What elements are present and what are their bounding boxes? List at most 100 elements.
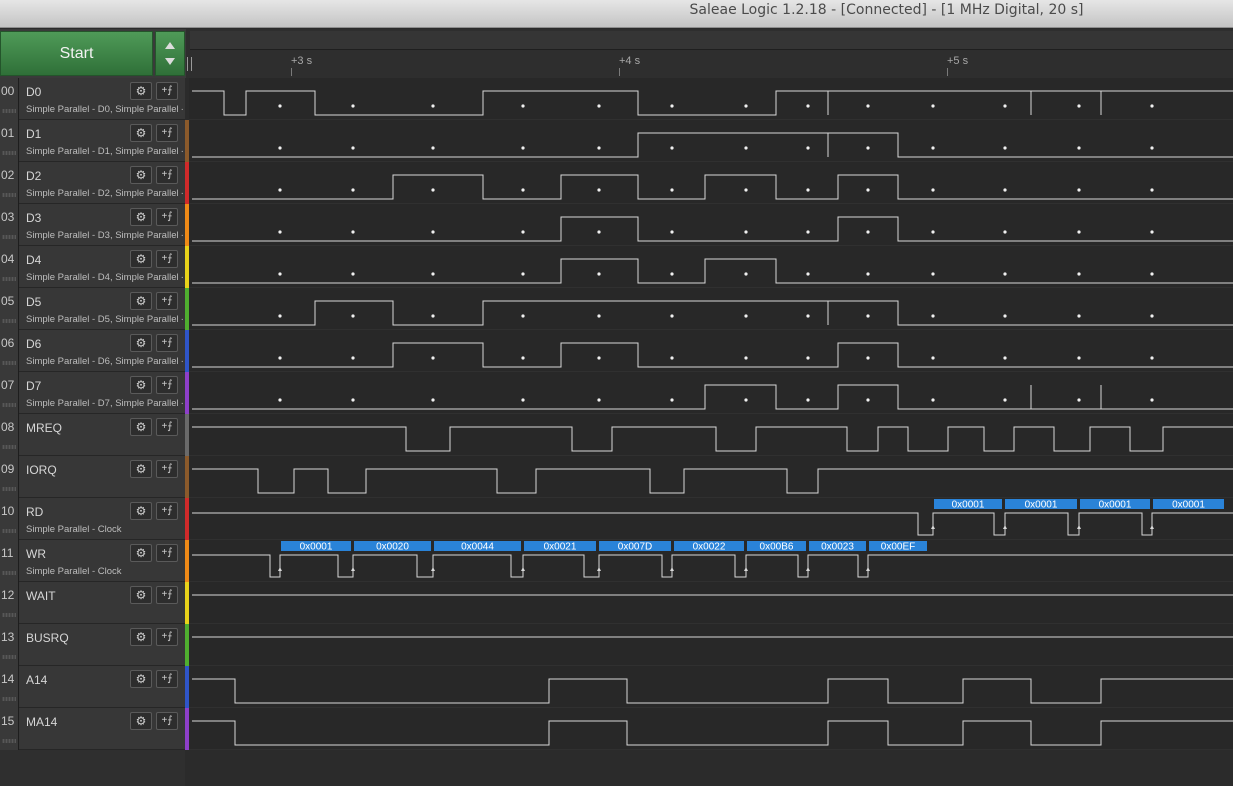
channel-label-cell[interactable]: D2 Simple Parallel - D2, Simple Parallel… <box>19 162 185 204</box>
channel-number-cell[interactable]: 01 <box>0 120 19 162</box>
trigger-icon[interactable]: +⨍ <box>156 712 178 730</box>
drag-handle-icon[interactable] <box>2 571 16 575</box>
trigger-icon[interactable]: +⨍ <box>156 292 178 310</box>
drag-handle-icon[interactable] <box>2 361 16 365</box>
trigger-icon[interactable]: +⨍ <box>156 670 178 688</box>
trigger-icon[interactable]: +⨍ <box>156 250 178 268</box>
decode-bubble[interactable]: 0x007D <box>599 541 671 553</box>
channel-name[interactable]: WAIT <box>26 589 56 603</box>
channel-number-cell[interactable]: 08 <box>0 414 19 456</box>
channel-number-cell[interactable]: 06 <box>0 330 19 372</box>
channel-name[interactable]: D7 <box>26 379 42 393</box>
channel-label-cell[interactable]: RD Simple Parallel - Clock ⚙ +⨍ <box>19 498 185 540</box>
channel-number-cell[interactable]: 15 <box>0 708 19 750</box>
gear-icon[interactable]: ⚙ <box>130 292 152 310</box>
channel-label-cell[interactable]: WAIT ⚙ +⨍ <box>19 582 185 624</box>
gear-icon[interactable]: ⚙ <box>130 208 152 226</box>
time-ruler[interactable]: +3 s +4 s +5 s <box>186 29 1233 79</box>
waveform-area[interactable] <box>189 414 1233 456</box>
trigger-icon[interactable]: +⨍ <box>156 418 178 436</box>
drag-handle-icon[interactable] <box>2 277 16 281</box>
trigger-icon[interactable]: +⨍ <box>156 628 178 646</box>
channel-name[interactable]: D0 <box>26 85 42 99</box>
trigger-icon[interactable]: +⨍ <box>156 166 178 184</box>
channel-number-cell[interactable]: 03 <box>0 204 19 246</box>
channel-name[interactable]: MREQ <box>26 421 62 435</box>
drag-handle-icon[interactable] <box>2 697 16 701</box>
gear-icon[interactable]: ⚙ <box>130 334 152 352</box>
channel-number-cell[interactable]: 04 <box>0 246 19 288</box>
channel-number-cell[interactable]: 10 <box>0 498 19 540</box>
channel-name[interactable]: A14 <box>26 673 48 687</box>
channel-number-cell[interactable]: 13 <box>0 624 19 666</box>
decode-bubble[interactable]: 0x00EF <box>869 541 927 553</box>
waveform-area[interactable] <box>189 708 1233 750</box>
waveform-area[interactable] <box>189 204 1233 246</box>
channel-number-cell[interactable]: 00 <box>0 78 19 120</box>
channel-label-cell[interactable]: MA14 ⚙ +⨍ <box>19 708 185 750</box>
channel-name[interactable]: D2 <box>26 169 42 183</box>
waveform-area[interactable] <box>189 78 1233 120</box>
channel-name[interactable]: D1 <box>26 127 42 141</box>
waveform-area[interactable] <box>189 666 1233 708</box>
channel-number-cell[interactable]: 02 <box>0 162 19 204</box>
decode-bubble[interactable]: 0x0044 <box>434 541 521 553</box>
trigger-icon[interactable]: +⨍ <box>156 124 178 142</box>
drag-handle-icon[interactable] <box>2 403 16 407</box>
drag-handle-icon[interactable] <box>2 151 16 155</box>
channel-label-cell[interactable]: D6 Simple Parallel - D6, Simple Parallel… <box>19 330 185 372</box>
drag-handle-icon[interactable] <box>2 235 16 239</box>
channel-number-cell[interactable]: 12 <box>0 582 19 624</box>
decode-bubble[interactable]: 0x0021 <box>524 541 596 553</box>
gear-icon[interactable]: ⚙ <box>130 628 152 646</box>
gear-icon[interactable]: ⚙ <box>130 670 152 688</box>
channel-label-cell[interactable]: D3 Simple Parallel - D3, Simple Parallel… <box>19 204 185 246</box>
gear-icon[interactable]: ⚙ <box>130 82 152 100</box>
trigger-icon[interactable]: +⨍ <box>156 376 178 394</box>
channel-label-cell[interactable]: WR Simple Parallel - Clock ⚙ +⨍ <box>19 540 185 582</box>
decode-bubble[interactable]: 0x0001 <box>1005 499 1077 511</box>
waveform-area[interactable] <box>189 120 1233 162</box>
channel-number-cell[interactable]: 14 <box>0 666 19 708</box>
waveform-area[interactable] <box>189 624 1233 666</box>
decode-bubble[interactable]: 0x0020 <box>354 541 431 553</box>
decode-bubble[interactable]: 0x0001 <box>281 541 351 553</box>
drag-handle-icon[interactable] <box>2 655 16 659</box>
channel-label-cell[interactable]: D5 Simple Parallel - D5, Simple Parallel… <box>19 288 185 330</box>
channel-name[interactable]: D5 <box>26 295 42 309</box>
trigger-icon[interactable]: +⨍ <box>156 586 178 604</box>
channel-label-cell[interactable]: D4 Simple Parallel - D4, Simple Parallel… <box>19 246 185 288</box>
channel-label-cell[interactable]: D0 Simple Parallel - D0, Simple Parallel… <box>19 78 185 120</box>
drag-handle-icon[interactable] <box>2 613 16 617</box>
channel-label-cell[interactable]: MREQ ⚙ +⨍ <box>19 414 185 456</box>
trigger-icon[interactable]: +⨍ <box>156 208 178 226</box>
waveform-area[interactable]: 0x0001 0x0020 0x0044 0x0021 0x007D 0x0022 0x00… <box>189 540 1233 582</box>
gear-icon[interactable]: ⚙ <box>130 124 152 142</box>
channel-name[interactable]: IORQ <box>26 463 57 477</box>
channel-number-cell[interactable]: 05 <box>0 288 19 330</box>
waveform-area[interactable] <box>189 162 1233 204</box>
channel-name[interactable]: WR <box>26 547 46 561</box>
drag-handle-icon[interactable] <box>2 487 16 491</box>
channel-name[interactable]: D3 <box>26 211 42 225</box>
waveform-area[interactable] <box>189 288 1233 330</box>
channel-number-cell[interactable]: 09 <box>0 456 19 498</box>
drag-handle-icon[interactable] <box>2 529 16 533</box>
trigger-icon[interactable]: +⨍ <box>156 502 178 520</box>
channel-name[interactable]: D4 <box>26 253 42 267</box>
gear-icon[interactable]: ⚙ <box>130 544 152 562</box>
waveform-area[interactable] <box>189 330 1233 372</box>
decode-bubble[interactable]: 0x0023 <box>809 541 866 553</box>
trigger-icon[interactable]: +⨍ <box>156 82 178 100</box>
waveform-area[interactable] <box>189 246 1233 288</box>
channel-label-cell[interactable]: D1 Simple Parallel - D1, Simple Parallel… <box>19 120 185 162</box>
waveform-area[interactable] <box>189 582 1233 624</box>
channel-label-cell[interactable]: BUSRQ ⚙ +⨍ <box>19 624 185 666</box>
channel-label-cell[interactable]: D7 Simple Parallel - D7, Simple Parallel… <box>19 372 185 414</box>
channel-name[interactable]: BUSRQ <box>26 631 69 645</box>
channel-number-cell[interactable]: 11 <box>0 540 19 582</box>
drag-handle-icon[interactable] <box>2 445 16 449</box>
waveform-area[interactable]: 0x0001 0x0001 0x0001 0x0001 <box>189 498 1233 540</box>
gear-icon[interactable]: ⚙ <box>130 502 152 520</box>
channel-name[interactable]: RD <box>26 505 44 519</box>
